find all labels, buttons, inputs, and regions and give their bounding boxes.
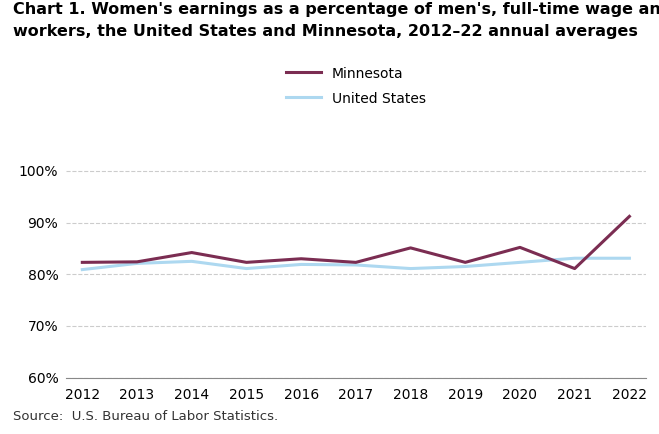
Line: Minnesota: Minnesota xyxy=(82,217,629,269)
Minnesota xyxy=(188,250,196,255)
Text: Chart 1. Women's earnings as a percentage of men's, full-time wage and salary: Chart 1. Women's earnings as a percentag… xyxy=(13,2,659,17)
United States xyxy=(243,266,250,271)
United States xyxy=(297,262,305,267)
Line: United States: United States xyxy=(82,258,629,270)
Legend: Minnesota, United States: Minnesota, United States xyxy=(286,67,426,106)
Minnesota xyxy=(297,256,305,261)
United States xyxy=(352,262,360,267)
Minnesota xyxy=(407,245,415,250)
Minnesota xyxy=(243,260,250,265)
United States xyxy=(516,260,524,265)
Minnesota xyxy=(78,260,86,265)
United States xyxy=(188,259,196,264)
Minnesota xyxy=(625,214,633,219)
United States xyxy=(78,267,86,272)
Text: Source:  U.S. Bureau of Labor Statistics.: Source: U.S. Bureau of Labor Statistics. xyxy=(13,410,278,423)
United States xyxy=(625,256,633,261)
Minnesota xyxy=(133,259,141,264)
Minnesota xyxy=(352,260,360,265)
United States xyxy=(461,264,469,269)
Minnesota xyxy=(461,260,469,265)
Minnesota xyxy=(571,266,579,271)
United States xyxy=(407,266,415,271)
United States xyxy=(571,256,579,261)
Minnesota xyxy=(516,245,524,250)
United States xyxy=(133,261,141,266)
Text: workers, the United States and Minnesota, 2012–22 annual averages: workers, the United States and Minnesota… xyxy=(13,24,638,39)
